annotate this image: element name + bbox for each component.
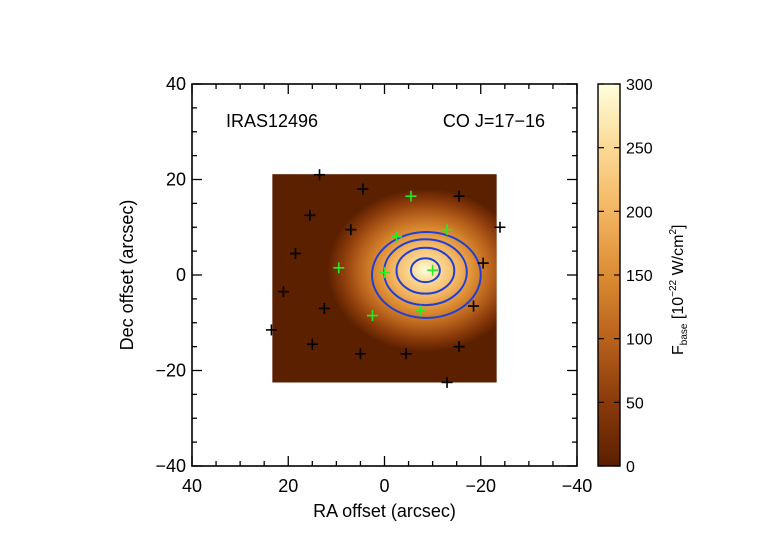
pointing-marker-black [306,338,318,350]
colorbar-label-exp2: 2 [668,229,679,235]
y-tick-label: 20 [166,170,186,190]
x-tick-label: 40 [182,476,202,496]
pointing-marker-black [453,190,465,202]
contour-1 [370,231,482,319]
pointing-marker-black [318,302,330,314]
colorbar-label-main: F [670,345,687,355]
pointing-marker-black [304,209,316,221]
pointing-marker-green [379,267,390,279]
x-tick-label: 20 [278,476,298,496]
pointing-marker-black [289,248,301,260]
x-axis-label: RA offset (arcsec) [313,501,456,521]
pointing-marker-green [405,190,417,202]
pointing-marker-black [265,324,277,336]
colorbar-ticks: 0 50 100 150 200 250 300 [598,77,653,476]
colorbar-tick-label: 150 [626,268,653,285]
pointing-marker-green [366,310,378,322]
pointing-marker-green [427,264,439,276]
y-tick-label: 0 [176,265,186,285]
colorbar-tick-label: 300 [626,77,653,94]
colorbar: 0 50 100 150 200 250 300 Fbase [10−22 W/cm2] [597,77,690,476]
contour-layer [370,231,482,319]
x-tick-label: −20 [465,476,496,496]
pointing-marker-black [400,348,412,360]
marker-layer [265,169,506,388]
colorbar-tick-label: 250 [626,141,653,158]
x-tick-label: 0 [379,476,389,496]
pointing-marker-black [441,376,453,388]
colorbar-label-exp1: −22 [668,279,679,296]
colorbar-tick-label: 100 [626,332,653,349]
pointing-marker-black [277,286,289,298]
colorbar-tick-label: 0 [626,459,635,476]
pointing-marker-black [477,257,489,269]
colorbar-label: Fbase [10−22 W/cm2] [668,225,690,355]
pointing-marker-black [345,224,357,236]
y-tick-label: −20 [155,361,186,381]
y-axis-label: Dec offset (arcsec) [117,200,137,351]
colorbar-tick-label: 50 [626,395,644,412]
pointing-marker-black [453,341,465,353]
x-tick-label: −40 [562,476,593,496]
contour-4 [409,257,441,284]
pointing-marker-green [391,231,403,243]
pointing-marker-green [415,305,427,317]
pointing-marker-black [314,169,326,181]
colorbar-label-unit-open: [10 [670,297,687,324]
colorbar-label-unit-close: ] [670,225,687,229]
pointing-marker-black [354,348,366,360]
pointing-marker-green [441,224,453,236]
contour-3 [395,246,456,295]
y-tick-label: −40 [155,456,186,476]
pointing-marker-black [494,221,506,233]
pointing-marker-green [333,262,345,274]
colorbar-label-unit-mid: W/cm [670,235,687,280]
y-tick-label: 40 [166,74,186,94]
colorbar-label-sub: base [679,323,690,345]
line-label: CO J=17−16 [443,111,545,131]
source-label: IRAS12496 [226,111,318,131]
pointing-marker-black [357,183,369,195]
pointing-marker-black [468,300,480,312]
colorbar-tick-label: 200 [626,204,653,221]
